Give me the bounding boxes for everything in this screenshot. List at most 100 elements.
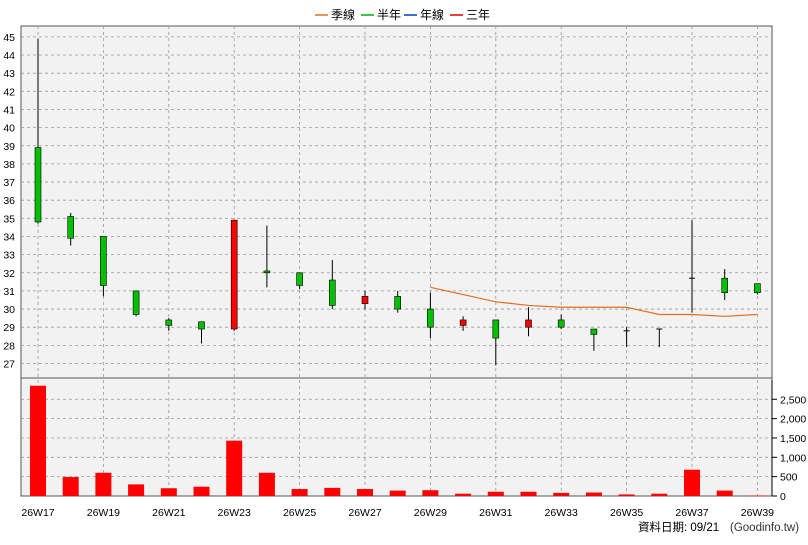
candle <box>656 328 663 348</box>
candle-body <box>100 236 107 286</box>
volume-bar <box>749 495 766 497</box>
candle <box>623 327 630 348</box>
x-tick-label: 26W39 <box>741 507 774 519</box>
price-tick-label: 37 <box>3 177 15 189</box>
volume-bar <box>30 385 46 496</box>
candle <box>100 236 107 297</box>
candle-body <box>296 272 303 286</box>
candle <box>525 307 532 337</box>
x-tick-label: 26W31 <box>479 507 512 519</box>
volume-tick-label: 0 <box>780 491 786 503</box>
candle <box>394 290 402 313</box>
price-tick-label: 32 <box>3 268 15 280</box>
legend-item-quarter: 季線 <box>315 7 355 22</box>
price-tick-label: 40 <box>3 123 15 135</box>
data-date-label: 資料日期: 09/21 <box>638 520 719 534</box>
volume-tick-label: 1,000 <box>780 452 806 464</box>
ma-quarter-polyline <box>430 286 758 317</box>
candle <box>132 290 140 317</box>
price-tick-label: 27 <box>3 358 15 370</box>
candle <box>557 314 565 330</box>
candle <box>590 328 598 351</box>
candle <box>459 316 467 331</box>
volume-axis: 0 500 1,000 1,500 2,000 2,500 <box>771 380 806 503</box>
candle <box>263 225 271 288</box>
ma-quarter-line <box>430 286 758 317</box>
volume-bar <box>455 493 472 496</box>
legend-label-year: 年線 <box>420 7 444 22</box>
price-tick-label: 28 <box>3 340 15 352</box>
candle-body <box>34 147 42 223</box>
candle-body <box>427 308 434 328</box>
candle-body <box>230 219 238 330</box>
volume-tick-label: 500 <box>780 472 798 484</box>
candle <box>165 318 173 331</box>
candlesticks <box>34 38 761 366</box>
volume-bar <box>716 490 733 496</box>
candle-body <box>459 319 467 326</box>
legend-label-quarter: 季線 <box>331 7 355 22</box>
candle-body <box>361 296 369 304</box>
x-tick-label: 26W19 <box>87 507 120 519</box>
volume-bar <box>160 488 177 496</box>
volume-bar <box>651 493 668 496</box>
volume-bar <box>291 489 308 496</box>
price-axis: 27 28 29 30 31 32 33 34 35 36 37 38 39 40 41 42 43 44 45 <box>3 32 15 371</box>
candle-body <box>590 328 598 335</box>
legend: 季線 半年 年線 三年 <box>315 7 490 22</box>
x-tick-label: 26W25 <box>283 507 316 519</box>
candle-body <box>754 283 761 294</box>
x-tick-label: 26W37 <box>675 507 708 519</box>
volume-bar <box>389 490 406 496</box>
legend-label-three-year: 三年 <box>466 8 490 22</box>
price-tick-label: 43 <box>3 68 15 80</box>
volume-bar <box>618 494 635 496</box>
candle-body <box>67 216 74 239</box>
x-tick-label: 26W27 <box>348 507 381 519</box>
candle <box>230 219 238 331</box>
candle <box>296 272 303 290</box>
volume-bar <box>226 440 243 496</box>
volume-plot-area <box>20 377 773 497</box>
candle <box>689 220 695 313</box>
price-tick-label: 39 <box>3 141 15 153</box>
volume-bar <box>684 469 700 496</box>
volume-bar <box>62 477 79 496</box>
candle-body <box>263 270 271 274</box>
volume-tick-label: 2,000 <box>780 414 806 426</box>
volume-bar <box>193 486 210 496</box>
price-tick-label: 30 <box>3 304 15 316</box>
price-tick-label: 45 <box>3 32 15 44</box>
candle <box>427 292 434 339</box>
x-tick-label: 26W33 <box>545 507 578 519</box>
candle-body <box>198 321 205 330</box>
candle <box>721 269 729 300</box>
volume-bar <box>585 492 602 496</box>
x-axis: 26W17 26W19 26W21 26W23 26W25 26W27 26W29 26W31… <box>21 507 774 519</box>
candle <box>198 321 205 344</box>
volume-bar <box>258 472 275 496</box>
candle <box>492 319 500 366</box>
candle-body <box>394 296 402 310</box>
candle <box>34 38 42 224</box>
volume-bar <box>520 491 537 496</box>
candle <box>328 260 336 310</box>
price-tick-label: 44 <box>3 50 15 62</box>
volume-tick-label: 1,500 <box>780 433 806 445</box>
x-tick-label: 26W35 <box>610 507 643 519</box>
price-tick-label: 34 <box>3 231 15 243</box>
candle-body <box>492 319 500 339</box>
volume-bar <box>422 490 439 496</box>
volume-bar <box>487 491 504 496</box>
source-label: (Goodinfo.tw) <box>730 522 799 534</box>
candle-body <box>525 319 532 328</box>
x-tick-label: 26W17 <box>21 507 54 519</box>
price-tick-label: 29 <box>3 322 15 334</box>
price-tick-label: 31 <box>3 286 15 298</box>
candle <box>361 290 369 310</box>
price-tick-label: 41 <box>3 104 15 116</box>
candle-body <box>165 319 173 326</box>
price-tick-label: 38 <box>3 159 15 171</box>
x-tick-label: 26W29 <box>414 507 447 519</box>
